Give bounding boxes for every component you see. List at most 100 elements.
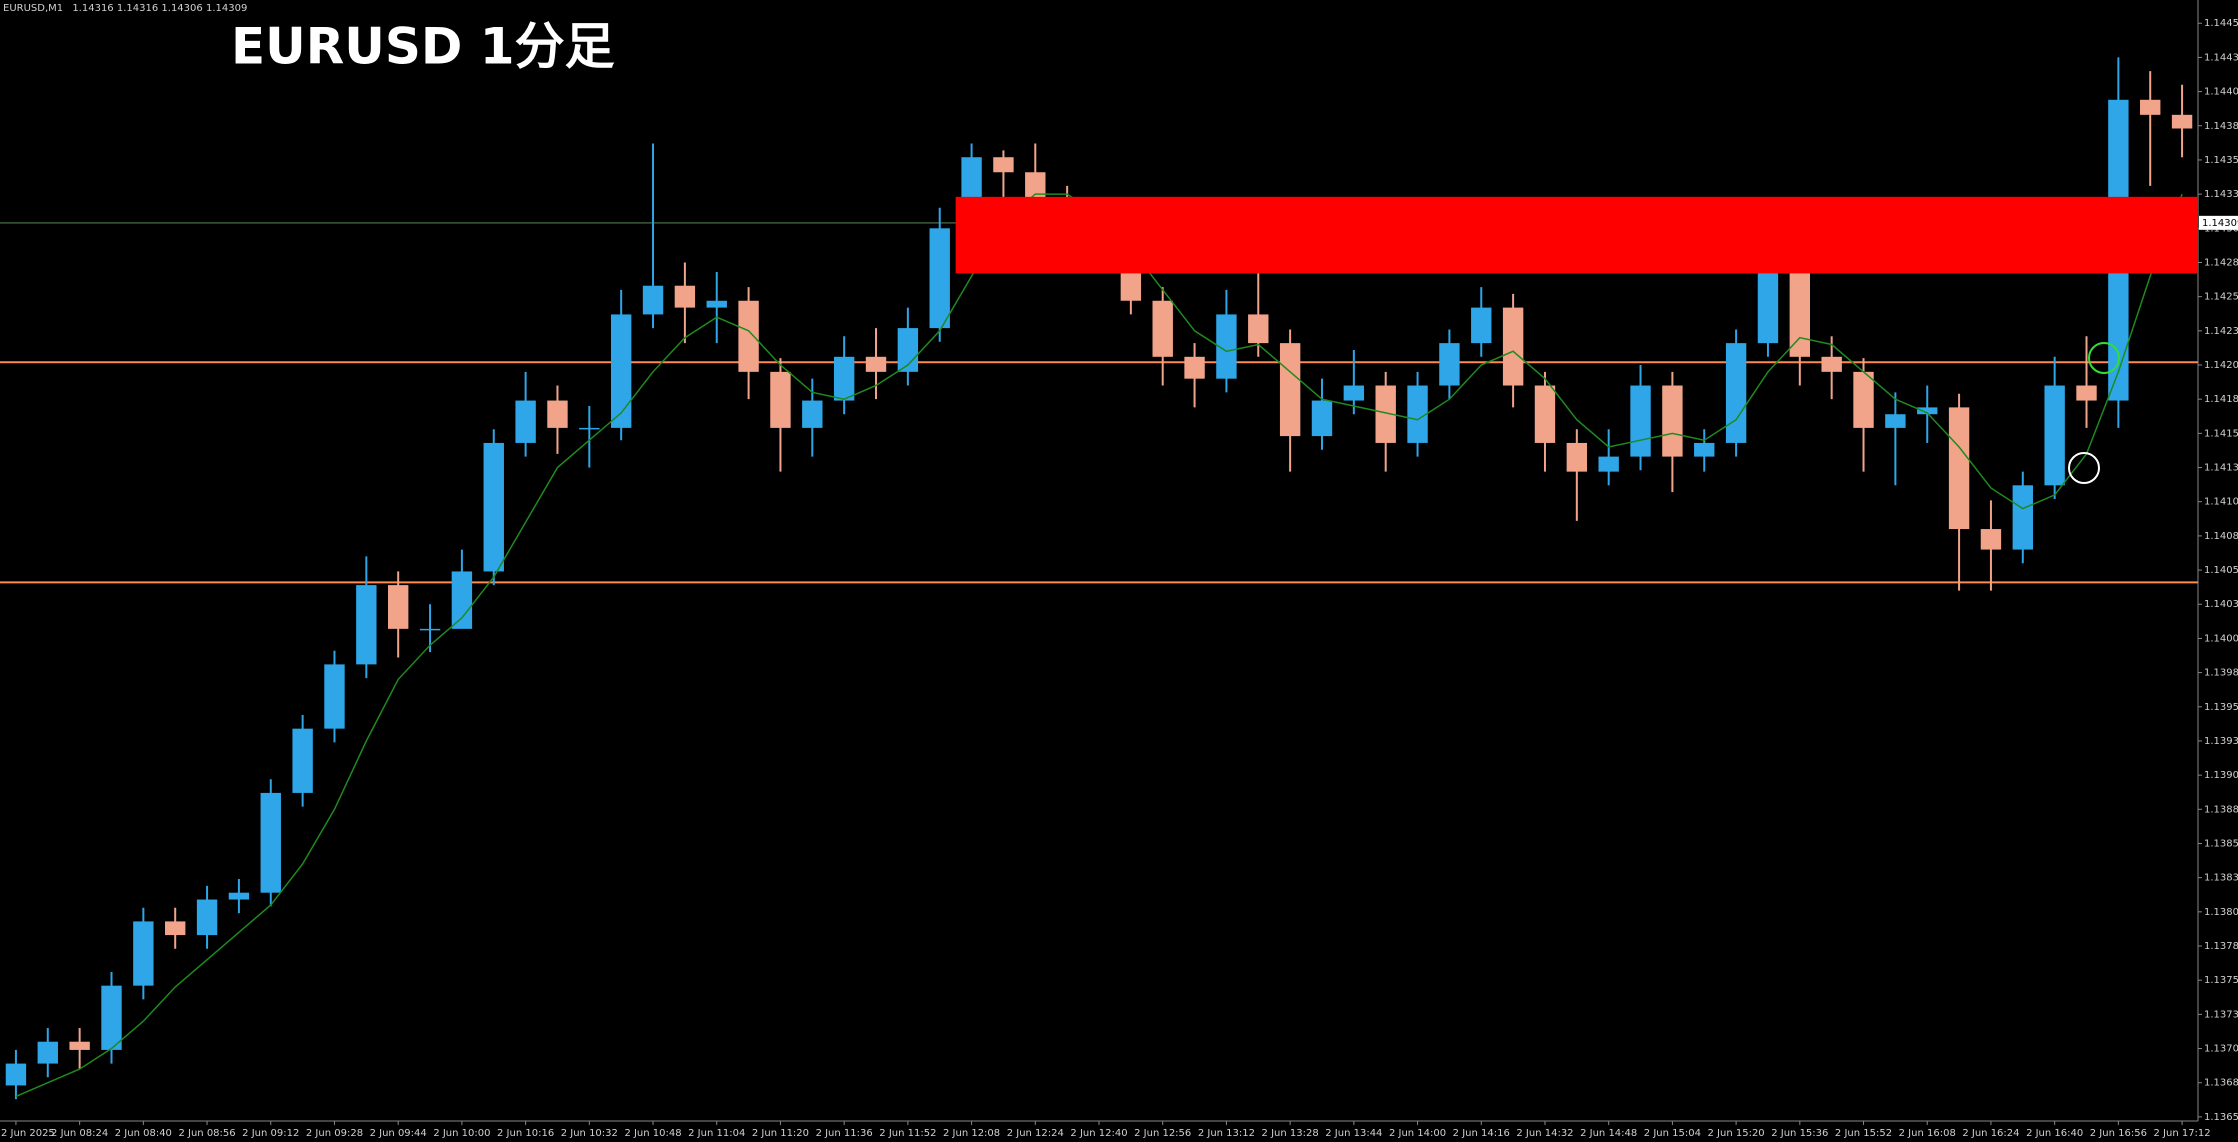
candle-body [356,585,377,665]
candle-body [2012,485,2033,550]
y-tick-label: 1.14230 [2204,326,2238,337]
candle-body [1439,343,1460,386]
candle-body [260,792,281,893]
y-tick-label: 1.14180 [2204,394,2238,405]
candle-body [1184,356,1205,379]
x-tick-label: 2 Jun 14:32 [1516,1128,1573,1139]
candle-body [483,442,504,572]
candle-body [1375,385,1396,443]
supply-zone [955,196,2199,274]
candle-body [165,921,186,936]
candle-body [993,157,1014,173]
candle-body [1311,400,1333,437]
x-tick-label: 2 Jun 17:12 [2153,1128,2210,1139]
candle-body [292,728,313,793]
candle-body [37,1041,58,1064]
candle-body [1248,314,1269,344]
x-tick-label: 2 Jun 10:16 [497,1128,554,1139]
candle-body [1725,343,1747,443]
x-tick-label: 2 Jun 10:32 [561,1128,618,1139]
x-tick-label: 2 Jun 15:20 [1708,1128,1765,1139]
y-tick-label: 1.13705 [2204,1044,2238,1055]
x-tick-label: 2 Jun 11:20 [752,1128,809,1139]
candle-body [1025,172,1046,200]
x-tick-label: 2 Jun 11:36 [816,1128,873,1139]
candle-body [2076,385,2097,401]
y-tick-label: 1.13905 [2204,770,2238,781]
candle-body [451,571,473,629]
candle-body [642,285,664,315]
candle-body [1885,414,1906,428]
y-tick-label: 1.14405 [2204,87,2238,98]
candle-body [1789,272,1811,357]
x-tick-label: 2 Jun 15:04 [1644,1128,1701,1139]
x-tick-label: 2 Jun 13:28 [1262,1128,1319,1139]
y-tick-label: 1.13880 [2204,804,2238,815]
x-tick-label: 2 Jun 09:44 [370,1128,427,1139]
candle-body [706,300,727,308]
candle-body [133,921,154,986]
candle-body [610,314,632,428]
candle-body [1598,456,1619,472]
y-tick-label: 1.13930 [2204,736,2238,747]
x-tick-label: 2 Jun 14:16 [1453,1128,1510,1139]
candle-body [324,664,345,729]
price-label: 1.14309 [2202,218,2238,229]
candle-body [1502,307,1524,386]
y-tick-label: 1.13680 [2204,1078,2238,1089]
y-tick-label: 1.13980 [2204,668,2238,679]
y-tick-label: 1.14455 [2204,18,2238,29]
candle-body [1343,385,1365,401]
candle-body [2140,99,2161,115]
x-tick-label: 2 Jun 15:52 [1835,1128,1892,1139]
x-tick-label: 2 Jun 16:40 [2026,1128,2083,1139]
y-tick-label: 1.14205 [2204,360,2238,371]
candle-body [5,1063,27,1086]
candle-body [1757,272,1779,344]
plot [0,57,2199,1100]
y-tick-label: 1.14055 [2204,565,2238,576]
x-tick-label: 2 Jun 14:00 [1389,1128,1446,1139]
y-tick-label: 1.14255 [2204,292,2238,303]
candle-body [1662,385,1683,457]
y-tick-label: 1.13855 [2204,838,2238,849]
x-tick-label: 2 Jun 13:12 [1198,1128,1255,1139]
x-tick-label: 2 Jun 16:08 [1899,1128,1956,1139]
y-tick-label: 1.13830 [2204,873,2238,884]
y-tick-label: 1.14280 [2204,257,2238,268]
header: EURUSD,M1 1.14316 1.14316 1.14306 1.1430… [3,3,247,14]
candle-body [833,356,855,401]
chart-title: EURUSD 1分足 [231,18,615,76]
x-tick-label: 2 Jun 12:24 [1007,1128,1064,1139]
candle-body [1279,343,1301,437]
candle-body [1948,407,1970,530]
candle-body [579,427,600,430]
candle-body [865,356,887,372]
x-tick-label: 2 Jun 11:04 [688,1128,745,1139]
x-tick-label: 2 Jun 08:40 [115,1128,172,1139]
candle-body [1152,300,1173,357]
y-tick-label: 1.14430 [2204,52,2238,63]
y-tick-label: 1.13655 [2204,1112,2238,1123]
y-tick-label: 1.13755 [2204,975,2238,986]
y-tick-label: 1.13805 [2204,907,2238,918]
candle-body [929,228,950,329]
y-tick-label: 1.14030 [2204,599,2238,610]
candle-body [196,899,218,936]
x-tick-label: 2 Jun 15:36 [1771,1128,1828,1139]
x-tick-label: 2 Jun 16:56 [2090,1128,2147,1139]
y-tick-label: 1.14330 [2204,189,2238,200]
candle-body [2044,385,2065,486]
candle-body [1853,371,1874,428]
candle-body [1534,385,1556,443]
price-label-box [2199,215,2238,230]
x-tick-label: 2 Jun 14:48 [1580,1128,1637,1139]
candle-body [1407,385,1428,443]
candle-body [387,585,409,629]
candle-body [1471,307,1492,344]
x-tick-label: 2 Jun 2025 [1,1128,55,1139]
candle-body [1216,314,1237,379]
